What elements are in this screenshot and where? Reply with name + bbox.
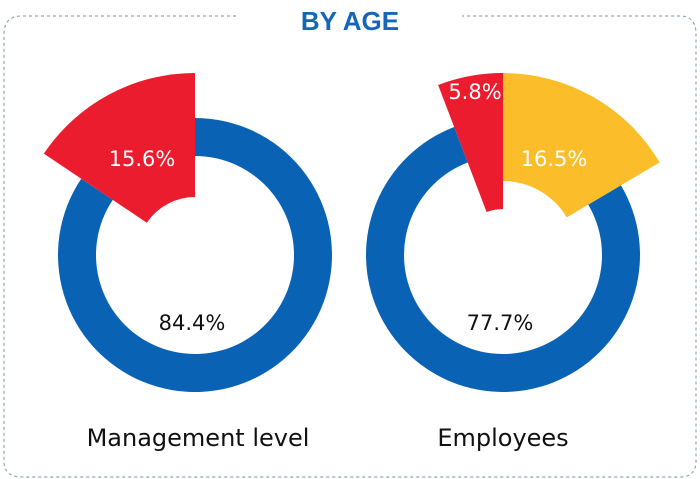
chart-label-employees: Employees	[437, 424, 568, 452]
data-label-management-minor: 15.6%	[109, 147, 176, 171]
data-label-employees-third: 16.5%	[521, 147, 588, 171]
chart-title: BY AGE	[301, 6, 399, 36]
slice-employees-third	[503, 73, 660, 218]
data-label-employees-second: 5.8%	[448, 80, 501, 104]
chart-management: 15.6% 84.4% Management level	[43, 73, 333, 452]
chart-employees: 5.8% 16.5% 77.7% Employees	[366, 73, 660, 452]
frame-border	[3, 15, 697, 478]
slice-management-minor	[43, 73, 196, 223]
data-label-management-majority: 84.4%	[159, 311, 226, 335]
data-label-employees-majority: 77.7%	[467, 311, 534, 335]
chart-label-management: Management level	[87, 424, 310, 452]
slice-employees-second	[438, 73, 503, 213]
